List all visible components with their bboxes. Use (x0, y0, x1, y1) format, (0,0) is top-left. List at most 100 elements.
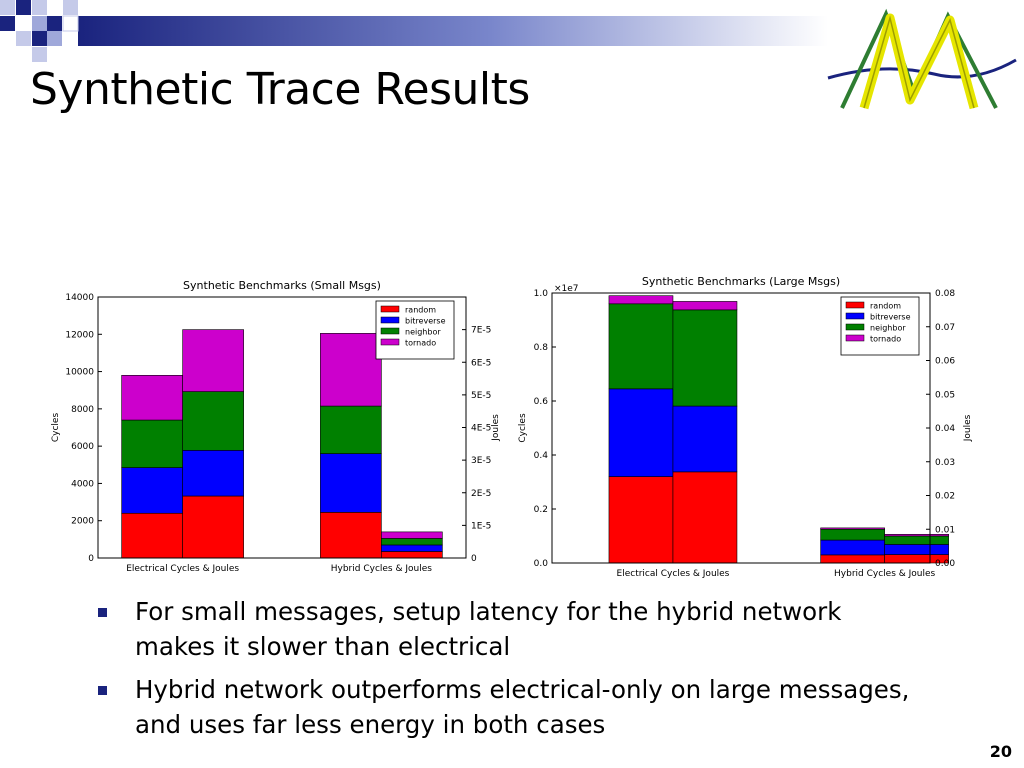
y-axis-label: Cycles (518, 413, 528, 443)
deco-square (62, 15, 79, 32)
slide-title: Synthetic Trace Results (30, 64, 530, 115)
bar-segment-random (672, 471, 738, 564)
y-tick-label: 14000 (65, 293, 94, 303)
deco-square (32, 31, 47, 46)
legend-swatch-neighbor (845, 323, 865, 331)
deco-square (63, 0, 78, 15)
y2-tick-label: 0.05 (935, 390, 955, 400)
legend-swatch-neighbor (380, 327, 400, 335)
x-tick-label: Electrical Cycles & Joules (126, 564, 239, 574)
y-tick-label: 1.0 (534, 289, 549, 299)
y2-tick-label: 5E-5 (471, 391, 491, 401)
bar-segment-bitreverse (672, 405, 738, 473)
y2-tick-label: 0 (471, 554, 477, 564)
y-tick-label: 2000 (71, 517, 94, 527)
bar-segment-bitreverse (182, 450, 244, 497)
y2-tick-label: 0.04 (935, 424, 955, 434)
y-tick-label: 12000 (65, 330, 94, 340)
y2-tick-label: 0.03 (935, 458, 955, 468)
bar-segment-neighbor (608, 303, 674, 390)
y2-tick-label: 7E-5 (471, 326, 491, 336)
deco-square (0, 0, 15, 15)
y-tick-label: 8000 (71, 405, 94, 415)
bar-segment-tornado (672, 301, 738, 311)
bridge-m-logo-icon (827, 8, 1017, 110)
bar-segment-random (381, 551, 443, 559)
y2-tick-label: 0.06 (935, 357, 955, 367)
x-tick-label: Electrical Cycles & Joules (617, 569, 730, 579)
y-tick-label: 0 (88, 554, 94, 564)
deco-square (32, 16, 47, 31)
legend-label-random: random (870, 302, 901, 311)
y-tick-label: 10000 (65, 368, 94, 378)
bullet-item: Hybrid network outperforms electrical-on… (98, 672, 918, 742)
legend-swatch-bitreverse (845, 312, 865, 320)
bar-segment-bitreverse (608, 388, 674, 477)
bar-segment-bitreverse (121, 467, 183, 514)
bullet-text: For small messages, setup latency for th… (135, 597, 842, 661)
deco-square (16, 0, 31, 15)
y-tick-label: 4000 (71, 479, 94, 489)
legend-swatch-random (845, 301, 865, 309)
bar-segment-neighbor (320, 405, 382, 454)
bar-segment-bitreverse (884, 544, 949, 555)
y2-tick-label: 0.07 (935, 323, 955, 333)
chart-large-msgs: Synthetic Benchmarks (Large Msgs) Electri… (518, 275, 973, 579)
deco-square (47, 16, 62, 31)
bullet-text: Hybrid network outperforms electrical-on… (135, 675, 910, 739)
legend-label-neighbor: neighbor (405, 328, 441, 337)
bar-segment-bitreverse (381, 544, 443, 552)
legend-label-neighbor: neighbor (870, 324, 906, 333)
deco-square (16, 31, 31, 46)
legend-swatch-tornado (845, 334, 865, 342)
y2-tick-label: 0.00 (935, 559, 955, 569)
y2-tick-label: 2E-5 (471, 489, 491, 499)
legend-label-tornado: tornado (405, 339, 436, 348)
deco-square (47, 31, 62, 46)
bar-segment-bitreverse (320, 453, 382, 513)
bar-segment-tornado (884, 534, 949, 537)
y-tick-label: 0.2 (534, 505, 548, 515)
chart-title: Synthetic Benchmarks (Large Msgs) (642, 275, 840, 288)
bar-segment-random (608, 476, 674, 564)
legend-label-bitreverse: bitreverse (870, 313, 911, 322)
bar-segment-bitreverse (820, 539, 885, 556)
bar-segment-random (182, 495, 244, 559)
legend-swatch-random (380, 305, 400, 313)
y-tick-label: 0.4 (534, 451, 549, 461)
bar-segment-tornado (820, 527, 885, 530)
y2-tick-label: 4E-5 (471, 424, 491, 434)
y-scale-label: ×1e7 (554, 284, 579, 294)
legend-label-random: random (405, 306, 436, 315)
y-tick-label: 0.6 (534, 397, 549, 407)
y-tick-label: 6000 (71, 442, 94, 452)
bar-segment-random (820, 554, 885, 564)
bar-segment-random (121, 512, 183, 559)
legend-swatch-bitreverse (380, 316, 400, 324)
bar-segment-tornado (608, 295, 674, 305)
bar-segment-neighbor (820, 528, 885, 541)
bar-segment-neighbor (884, 535, 949, 545)
bar-segment-tornado (182, 329, 244, 392)
bullet-item: For small messages, setup latency for th… (98, 594, 918, 664)
header-band (78, 16, 828, 46)
y2-tick-label: 0.01 (935, 525, 955, 535)
legend-swatch-tornado (380, 338, 400, 346)
bar-segment-neighbor (121, 419, 183, 468)
y-tick-label: 0.8 (534, 343, 549, 353)
legend-label-bitreverse: bitreverse (405, 317, 446, 326)
bar-segment-neighbor (182, 391, 244, 451)
deco-square (32, 47, 47, 62)
chart-small-msgs: Synthetic Benchmarks (Small Msgs) Electri… (51, 279, 501, 574)
bar-segment-neighbor (672, 309, 738, 407)
y2-tick-label: 1E-5 (471, 521, 491, 531)
x-tick-label: Hybrid Cycles & Joules (331, 564, 433, 574)
bar-segment-tornado (320, 333, 382, 407)
deco-square (32, 0, 47, 15)
y-axis-label: Cycles (51, 413, 61, 443)
bullet-list: For small messages, setup latency for th… (98, 594, 918, 750)
y2-axis-label: Joules (963, 414, 973, 442)
deco-square (0, 16, 15, 31)
square-bullet-icon (98, 608, 107, 617)
bar-segment-random (320, 512, 382, 559)
